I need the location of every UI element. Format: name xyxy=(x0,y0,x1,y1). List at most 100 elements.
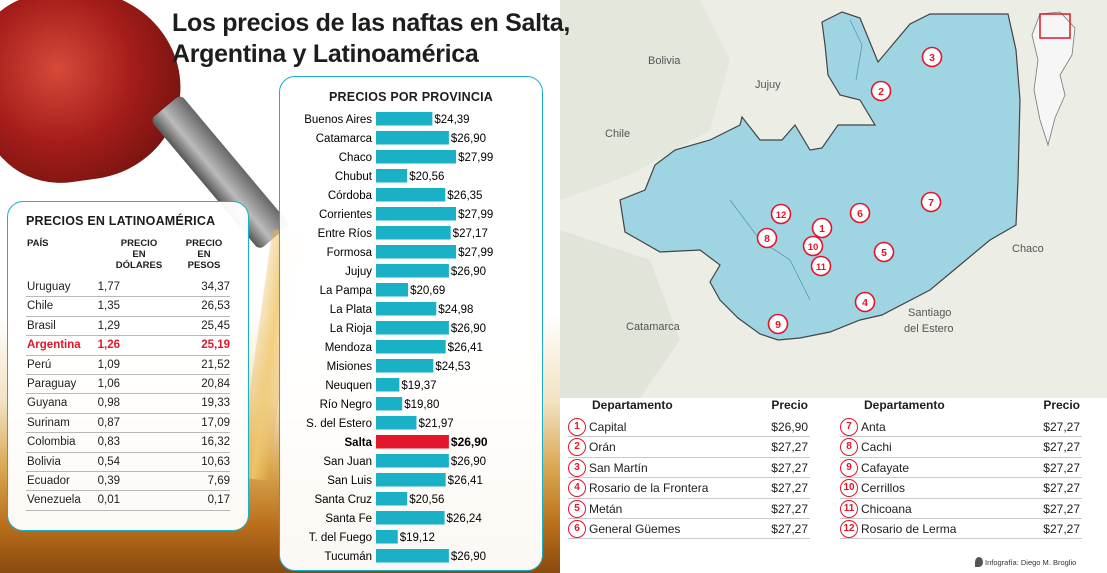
col-ars-line-1: PRECIO xyxy=(185,238,223,249)
dept-col-price: Precio xyxy=(771,398,808,412)
department-number-badge: 10 xyxy=(840,479,858,498)
map-marker-circle xyxy=(770,203,792,225)
province-value-label: $20,56 xyxy=(409,171,444,183)
latam-row: Uruguay 1,77 34,37 xyxy=(26,278,230,298)
province-label: Corrientes xyxy=(319,209,372,221)
department-name: Cerrillos xyxy=(861,481,906,496)
latam-country: Argentina xyxy=(27,339,81,352)
province-bar xyxy=(376,492,408,506)
map-marker-number: 8 xyxy=(764,233,770,245)
department-price: $27,27 xyxy=(1043,481,1080,496)
latam-price-ars: 19,33 xyxy=(201,397,230,410)
latam-price-usd: 0,98 xyxy=(97,397,120,410)
province-bar xyxy=(376,359,434,373)
province-value-label: $27,99 xyxy=(458,209,493,221)
latam-panel-title: PRECIOS EN LATINOAMÉRICA xyxy=(26,214,216,228)
department-row: 6 General Güemes $27,27 xyxy=(568,519,810,540)
province-value-label: $24,39 xyxy=(434,114,469,126)
province-bar xyxy=(376,169,408,183)
dept-col-price: Precio xyxy=(1043,398,1080,412)
latam-price-usd: 1,09 xyxy=(97,358,120,371)
col-usd-line-1: PRECIO xyxy=(120,238,158,249)
province-bar xyxy=(376,378,400,392)
map-marker-number: 9 xyxy=(775,319,781,331)
latam-country: Bolivia xyxy=(27,455,61,468)
department-row: 10 Cerrillos $27,27 xyxy=(840,478,1082,499)
latam-country: Surinam xyxy=(27,416,70,429)
province-value-label: $26,90 xyxy=(451,266,486,278)
department-row: 1 Capital $26,90 xyxy=(568,417,810,438)
province-label: Entre Ríos xyxy=(318,228,373,240)
province-bar xyxy=(376,112,433,126)
province-bar xyxy=(376,530,398,544)
map-marker-circle xyxy=(921,46,943,68)
province-bar xyxy=(376,321,449,335)
province-label: San Luis xyxy=(327,475,372,487)
map-label-bolivia: Bolivia xyxy=(648,55,681,67)
province-bar xyxy=(376,226,451,240)
latam-price-ars: 16,32 xyxy=(201,436,230,449)
department-price: $27,27 xyxy=(1043,460,1080,475)
latam-country: Guyana xyxy=(27,397,68,410)
map-marker-number: 4 xyxy=(862,297,868,309)
latam-country: Perú xyxy=(27,358,52,371)
title-line-1: Los precios de las naftas en Salta, xyxy=(172,9,570,37)
map-label-jujuy: Jujuy xyxy=(755,79,781,91)
latam-col-country: PAÍS xyxy=(27,238,49,249)
province-value-label: $27,99 xyxy=(458,152,493,164)
argentina-locator-map xyxy=(1031,11,1076,147)
latam-country: Paraguay xyxy=(27,378,77,390)
latam-price-usd: 1,77 xyxy=(97,281,120,293)
latam-price-ars: 21,52 xyxy=(201,358,230,371)
map-marker-circle xyxy=(811,217,833,239)
department-number-badge: 9 xyxy=(840,458,858,477)
pin-icon xyxy=(975,557,983,567)
latam-price-ars: 25,19 xyxy=(201,339,230,352)
department-row: 9 Cafayate $27,27 xyxy=(840,458,1082,479)
department-row: 2 Orán $27,27 xyxy=(568,437,810,458)
map-marker-circle xyxy=(873,241,895,263)
map-marker-number: 3 xyxy=(929,52,935,64)
province-label: La Pampa xyxy=(320,285,373,297)
province-bar-chart: Buenos Aires $24,39 Catamarca $26,90 Chaco $2… xyxy=(304,112,493,563)
province-label: Formosa xyxy=(327,247,373,259)
province-label: Misiones xyxy=(327,361,373,373)
department-price: $27,27 xyxy=(1043,501,1080,516)
province-bar xyxy=(376,340,446,354)
province-label: La Plata xyxy=(330,304,373,316)
province-label: Chubut xyxy=(335,171,373,183)
province-value-label: $26,24 xyxy=(447,513,483,525)
title-line-2: Argentina y Latinoamérica xyxy=(172,40,479,68)
province-bar xyxy=(376,264,449,278)
latam-price-ars: 0,17 xyxy=(207,494,230,507)
province-bar xyxy=(376,131,449,145)
department-name: Capital xyxy=(589,420,627,434)
province-value-label: $26,90 xyxy=(451,551,486,563)
map-marker-circle xyxy=(810,255,832,277)
latam-row: Perú 1,09 21,52 xyxy=(26,356,230,375)
province-label: Santa Cruz xyxy=(314,494,372,506)
province-label: Salta xyxy=(345,437,373,449)
latam-row: Brasil 1,29 25,45 xyxy=(26,317,230,337)
province-value-label: $27,99 xyxy=(458,247,493,259)
province-value-label: $19,37 xyxy=(401,380,436,392)
department-price: $27,27 xyxy=(1043,440,1080,455)
latam-row: Argentina 1,26 25,19 xyxy=(26,336,230,356)
department-price: $27,27 xyxy=(771,440,808,455)
latam-price-ars: 26,53 xyxy=(201,300,230,313)
latam-country: Uruguay xyxy=(27,281,71,293)
latam-price-usd: 0,83 xyxy=(97,436,120,449)
map-marker-circle xyxy=(920,191,942,213)
department-price: $27,27 xyxy=(771,522,808,536)
province-value-label: $26,90 xyxy=(451,323,486,335)
river-line xyxy=(849,19,863,81)
map-marker-circle xyxy=(854,291,876,313)
map-marker-number: 10 xyxy=(808,242,819,253)
map-label-catamarca: Catamarca xyxy=(626,321,681,333)
province-bar xyxy=(376,283,409,297)
latam-country: Venezuela xyxy=(27,494,81,507)
province-value-label: $26,35 xyxy=(447,190,482,202)
latam-price-usd: 0,39 xyxy=(97,475,120,487)
department-row: 4 Rosario de la Frontera $27,27 xyxy=(568,478,810,499)
